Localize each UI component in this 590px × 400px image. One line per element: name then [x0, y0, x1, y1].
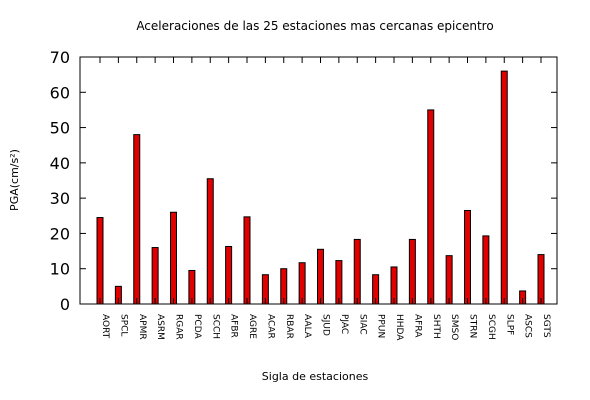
x-axis-ticks: AORT SPCL APMR ASRM RGAR PCDA SCCH AFBR AGRE ACAR…: [99, 57, 551, 341]
x-tick-label: AGRE: [247, 314, 257, 339]
y-tick-label: 30: [50, 189, 70, 208]
bar-sgts: [537, 254, 545, 305]
x-tick-label: PPUN: [376, 314, 386, 338]
y-axis-ticks: 0 10 20 30 40 50 60 70: [50, 48, 557, 314]
y-tick-label: 60: [50, 83, 70, 102]
x-tick-label: SJUD: [321, 314, 331, 336]
y-tick-label: 50: [50, 119, 70, 138]
bar-strn: [464, 209, 471, 305]
bar-rgar: [170, 211, 177, 305]
x-tick-label: SHTH: [431, 314, 441, 339]
x-tick-label: SIAC: [357, 314, 367, 335]
x-tick-label: SCGH: [486, 314, 496, 340]
x-tick-label: PCDA: [192, 314, 202, 339]
x-tick-label: PJAC: [339, 314, 349, 334]
y-tick-label: 40: [50, 154, 70, 173]
bar-aala: [298, 262, 306, 305]
y-tick-label: 10: [50, 260, 70, 279]
bar-afbr: [225, 245, 233, 305]
bar-apmr: [133, 134, 141, 305]
chart-title: Aceleraciones de las 25 estaciones mas c…: [136, 19, 493, 33]
bars: [96, 70, 545, 305]
x-tick-label: AFBR: [229, 314, 239, 338]
x-tick-label: HHDA: [394, 314, 404, 341]
x-tick-label: SPCL: [118, 314, 128, 336]
x-tick-label: ASCS: [523, 314, 533, 338]
bar-siac: [353, 238, 361, 305]
bar-smso: [445, 255, 453, 305]
x-tick-label: STRN: [468, 314, 478, 338]
bar-agre: [243, 216, 251, 305]
x-tick-label: RBAR: [284, 314, 294, 339]
x-tick-label: SLPF: [504, 314, 514, 335]
x-tick-label: RGAR: [174, 314, 184, 340]
y-tick-label: 0: [60, 295, 70, 314]
bar-afra: [408, 238, 416, 305]
bar-sjud: [317, 248, 324, 305]
x-tick-label: SCCH: [210, 314, 220, 339]
x-axis-label: Sigla de estaciones: [262, 370, 369, 383]
bar-aort: [96, 217, 104, 305]
x-tick-label: AORT: [100, 314, 110, 339]
plot-frame: [79, 56, 558, 305]
bar-pjac: [335, 260, 343, 305]
x-tick-label: SMSO: [449, 314, 459, 340]
x-tick-label: SGTS: [541, 314, 551, 338]
y-axis-label: PGA(cm/s²): [8, 149, 21, 211]
x-tick-label: AALA: [302, 314, 312, 339]
bar-scch: [206, 178, 214, 305]
y-tick-label: 20: [50, 224, 70, 243]
bar-scgh: [482, 235, 490, 305]
x-tick-label: AFRA: [412, 314, 422, 338]
bar-slpf: [500, 70, 508, 305]
y-tick-label: 70: [50, 48, 70, 67]
bar-shth: [427, 109, 435, 305]
x-tick-label: ACAR: [265, 314, 275, 339]
x-tick-label: APMR: [137, 314, 147, 340]
x-tick-label: ASRM: [155, 314, 165, 340]
bar-asrm: [151, 247, 159, 305]
